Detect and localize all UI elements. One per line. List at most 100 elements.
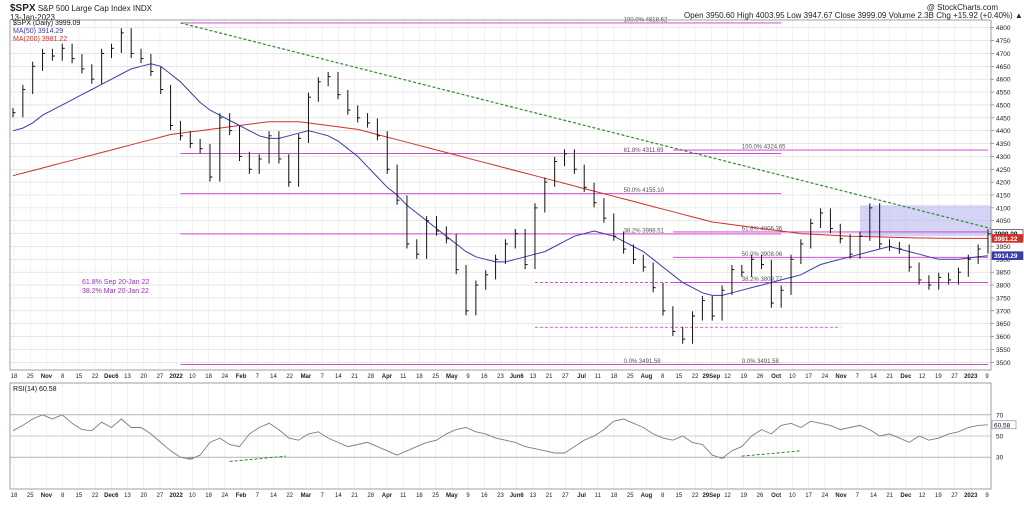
x-tick-label: 8 xyxy=(661,374,665,380)
x-tick-label: 20 xyxy=(140,374,147,380)
x-tick-label: 28 xyxy=(367,374,374,380)
fib-level-label: 50.0% 4155.10 xyxy=(624,188,665,194)
x-tick-label: 25 xyxy=(432,493,439,499)
x-tick-label: Oct xyxy=(771,493,781,499)
price-tick-label: 3700 xyxy=(996,308,1011,315)
x-tick-label: 18 xyxy=(611,374,618,380)
x-tick-label: 14 xyxy=(335,493,342,499)
resistance-zone xyxy=(859,205,991,237)
x-tick-label: 25 xyxy=(627,374,634,380)
x-tick-label: Jul xyxy=(577,374,586,380)
fib-level-label: 0.0% 3491.58 xyxy=(742,359,780,365)
x-tick-label: 28 xyxy=(367,493,374,499)
x-tick-label: 23 xyxy=(497,374,504,380)
x-tick-label: 21 xyxy=(351,374,358,380)
x-tick-label: Jul xyxy=(577,493,586,499)
fib-level-label: 100.0% 4324.65 xyxy=(742,145,786,151)
fib-level-label: 50.0% 3908.06 xyxy=(742,252,783,258)
x-tick-label: Dec xyxy=(900,374,912,380)
rsi-line xyxy=(12,414,989,460)
x-tick-label: 10 xyxy=(789,374,796,380)
x-tick-label: 17 xyxy=(805,374,812,380)
rsi-tick-label: 30 xyxy=(996,455,1004,462)
x-tick-label: 21 xyxy=(546,493,553,499)
last-value-box xyxy=(991,234,1024,243)
x-tick-label: 7 xyxy=(256,374,260,380)
x-tick-label: 2023 xyxy=(964,374,978,380)
x-tick-label: Aug xyxy=(641,493,653,499)
x-tick-label: 15 xyxy=(76,374,83,380)
price-tick-label: 3500 xyxy=(996,360,1011,367)
x-tick-label: 27 xyxy=(562,374,569,380)
price-tick-label: 4650 xyxy=(996,64,1011,71)
x-tick-label: Nov xyxy=(835,374,847,380)
x-tick-label: 18 xyxy=(416,493,423,499)
x-axis-price: 18 25 Nov 8 15 22 Dec6 13 20 27 2022 10 18 24 Feb 7 14 22… xyxy=(11,374,990,380)
price-tick-label: 4500 xyxy=(996,102,1011,109)
x-tick-label: 14 xyxy=(335,374,342,380)
x-tick-label: 7 xyxy=(856,493,860,499)
price-tick-label: 4200 xyxy=(996,180,1011,187)
x-tick-label: 24 xyxy=(821,374,828,380)
x-tick-label: 19 xyxy=(935,374,942,380)
x-tick-label: 20 xyxy=(140,493,147,499)
price-series xyxy=(12,28,991,344)
x-tick-label: 12 xyxy=(919,374,926,380)
x-tick-label: 9 xyxy=(466,493,470,499)
price-tick-label: 3950 xyxy=(996,244,1011,251)
index-name: S&P 500 Large Cap Index INDX xyxy=(37,4,152,13)
x-tick-label: 7 xyxy=(320,493,324,499)
stockcharts-credit: @ StockCharts.com xyxy=(926,3,998,12)
x-tick-label: 26 xyxy=(757,493,764,499)
price-tick-label: 3750 xyxy=(996,295,1011,302)
x-tick-label: 14 xyxy=(870,374,877,380)
legend-ma200: MA(200) 3981.22 xyxy=(13,36,67,43)
price-tick-label: 4250 xyxy=(996,167,1011,174)
rsi-extreme-fill xyxy=(187,457,194,460)
x-tick-label: 21 xyxy=(546,374,553,380)
x-tick-label: Jun6 xyxy=(510,493,525,499)
x-tick-label: Aug xyxy=(641,374,653,380)
x-tick-label: 22 xyxy=(92,493,99,499)
x-tick-label: 12 xyxy=(724,493,731,499)
x-tick-label: 22 xyxy=(286,493,293,499)
fib-level-label: 38.2% 3998.51 xyxy=(624,228,665,234)
x-tick-label: 19 xyxy=(740,374,747,380)
rsi-grid xyxy=(10,383,991,489)
fib-level-label: 38.2% 3809.77 xyxy=(742,277,783,283)
x-tick-label: 29Sep xyxy=(702,374,720,380)
chart-header: $SPX S&P 500 Large Cap Index INDX xyxy=(10,3,152,14)
downtrend-line xyxy=(180,22,992,230)
last-value-box xyxy=(991,251,1024,260)
ma50-line xyxy=(12,63,989,296)
x-tick-label: 16 xyxy=(481,493,488,499)
x-tick-label: 21 xyxy=(886,493,893,499)
price-tick-label: 4400 xyxy=(996,128,1011,135)
quote-line: Open 3950.60 High 4003.95 Low 3947.67 Cl… xyxy=(684,11,1023,20)
legend-price: $SPX (Daily) 3999.09 xyxy=(13,20,80,27)
x-tick-label: 27 xyxy=(562,493,569,499)
x-tick-label: 13 xyxy=(530,493,537,499)
x-tick-label: Feb xyxy=(236,493,247,499)
x-tick-label: 11 xyxy=(400,374,407,380)
x-tick-label: 25 xyxy=(432,374,439,380)
x-tick-label: 24 xyxy=(221,374,228,380)
x-tick-label: 21 xyxy=(886,374,893,380)
rsi-tick-label: 70 xyxy=(996,412,1004,419)
fib-note-2: 38.2% Mar 20-Jan 22 xyxy=(82,288,149,295)
x-tick-label: 10 xyxy=(189,493,196,499)
x-tick-label: 15 xyxy=(676,493,683,499)
x-tick-label: 25 xyxy=(27,374,34,380)
x-tick-label: 22 xyxy=(286,374,293,380)
chart-date: 13-Jan-2023 xyxy=(10,13,55,22)
x-tick-label: 22 xyxy=(692,493,699,499)
x-tick-label: Nov xyxy=(835,493,847,499)
x-tick-label: 19 xyxy=(740,493,747,499)
x-tick-label: Dec6 xyxy=(104,374,119,380)
fib-note-1: 61.8% Sep 20-Jan 22 xyxy=(82,279,149,286)
price-tick-label: 3550 xyxy=(996,347,1011,354)
x-tick-label: Apr xyxy=(382,493,393,499)
x-tick-label: 10 xyxy=(189,374,196,380)
price-tick-label: 3600 xyxy=(996,334,1011,341)
